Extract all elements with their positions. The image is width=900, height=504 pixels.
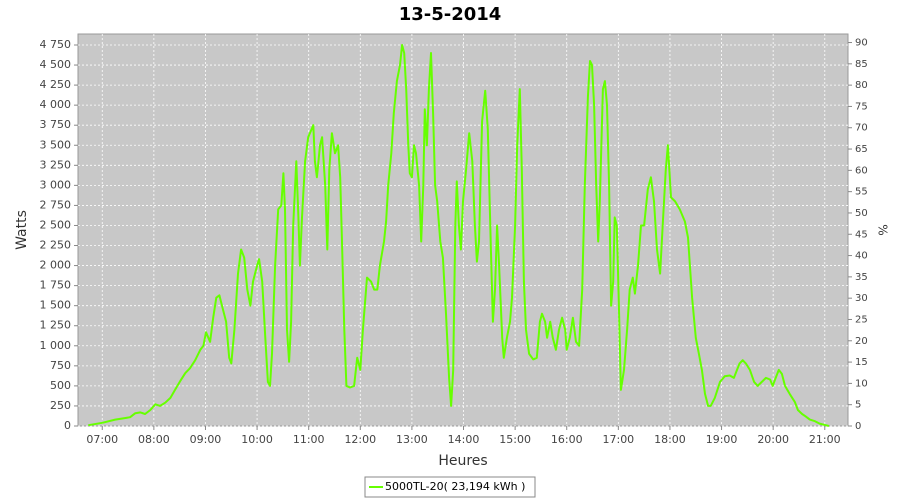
y2-tick-label: 65: [855, 144, 868, 155]
y2-tick-label: 10: [855, 378, 868, 389]
y-tick-label: 4 000: [40, 98, 72, 111]
x-tick-label: 20:00: [757, 433, 789, 446]
y-tick-label: 1 500: [40, 299, 72, 312]
y2-tick-label: 60: [855, 165, 868, 176]
y-tick-label: 1 750: [40, 279, 72, 292]
y-tick-label: 3 500: [40, 138, 72, 151]
y2-tick-label: 55: [855, 187, 868, 198]
y2-tick-label: 0: [855, 421, 861, 432]
chart-title: 13-5-2014: [399, 4, 502, 25]
y-axis-label: Watts: [14, 210, 30, 250]
y-tick-label: 4 750: [40, 38, 72, 51]
y-tick-label: 2 250: [40, 239, 72, 252]
y-tick-label: 2 500: [40, 218, 72, 231]
data-line: [88, 44, 830, 427]
x-tick-label: 14:00: [448, 433, 480, 446]
y-tick-label: 3 000: [40, 178, 72, 191]
y2-tick-label: 90: [855, 38, 868, 49]
x-tick-label: 10:00: [241, 433, 273, 446]
y2-tick-label: 40: [855, 251, 868, 262]
y-tick-label: 2 750: [40, 198, 72, 211]
y2-tick-label: 50: [855, 208, 868, 219]
y-tick-label: 500: [50, 379, 71, 392]
y-tick-label: 3 750: [40, 118, 72, 131]
y2-tick-label: 30: [855, 293, 868, 304]
y-tick-label: 3 250: [40, 158, 72, 171]
y-tick-label: 750: [50, 359, 71, 372]
x-tick-label: 08:00: [138, 433, 170, 446]
x-tick-label: 07:00: [86, 433, 118, 446]
x-tick-label: 21:00: [809, 433, 841, 446]
x-tick-label: 19:00: [706, 433, 738, 446]
y-tick-label: 2 000: [40, 259, 72, 272]
y2-axis-label: %: [876, 224, 890, 235]
x-tick-label: 16:00: [551, 433, 583, 446]
y2-tick-label: 15: [855, 357, 868, 368]
legend-label: 5000TL-20( 23,194 kWh ): [385, 480, 525, 493]
y-tick-label: 250: [50, 399, 71, 412]
y-tick-label: 4 250: [40, 78, 72, 91]
y2-tick-label: 5: [855, 400, 861, 411]
x-tick-label: 17:00: [602, 433, 634, 446]
y2-tick-label: 35: [855, 272, 868, 283]
legend: [364, 476, 536, 498]
y-tick-label: 0: [64, 419, 71, 432]
y2-tick-label: 20: [855, 336, 868, 347]
x-tick-label: 18:00: [654, 433, 686, 446]
y2-tick-label: 85: [855, 59, 868, 70]
y2-tick-label: 75: [855, 101, 868, 112]
y2-tick-label: 25: [855, 314, 868, 325]
y-tick-label: 1 250: [40, 319, 72, 332]
x-axis-label: Heures: [438, 453, 487, 469]
x-tick-label: 12:00: [344, 433, 376, 446]
plot-area: [77, 33, 849, 427]
x-tick-label: 13:00: [396, 433, 428, 446]
y2-tick-label: 45: [855, 229, 868, 240]
y2-tick-label: 80: [855, 80, 868, 91]
x-tick-label: 15:00: [499, 433, 531, 446]
y-tick-label: 1 000: [40, 339, 72, 352]
x-tick-label: 11:00: [293, 433, 325, 446]
y2-tick-label: 70: [855, 123, 868, 134]
x-tick-label: 09:00: [190, 433, 222, 446]
y-tick-label: 4 500: [40, 58, 72, 71]
